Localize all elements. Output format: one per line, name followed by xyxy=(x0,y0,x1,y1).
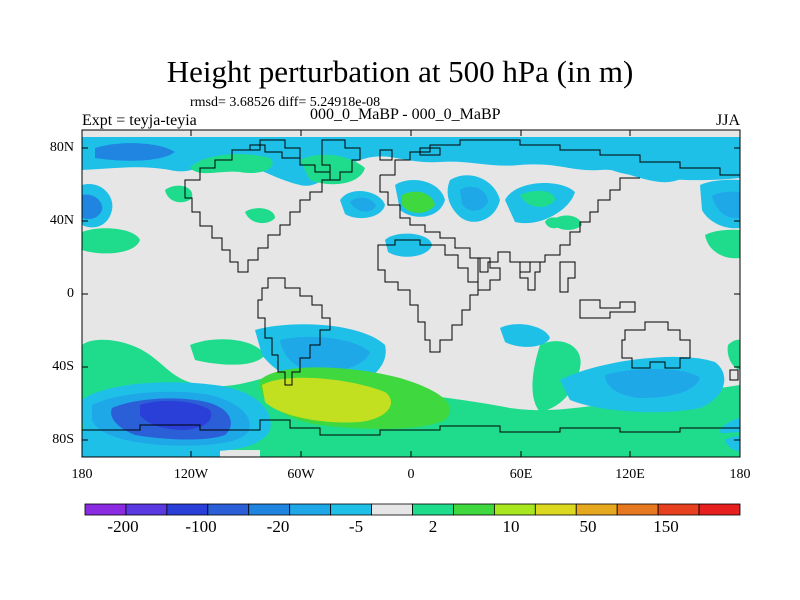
colorbar-label-1: -200 xyxy=(107,517,139,536)
contour-indian-ocean-cyan xyxy=(500,324,550,347)
coastline-south-america xyxy=(257,277,331,386)
lat-label-40N: 40N xyxy=(49,213,74,228)
coastline-arabia-india xyxy=(477,257,541,291)
colorbar-label-6: 10 xyxy=(502,517,520,536)
coastline-australia xyxy=(621,321,691,369)
contour-pacific-blue-west xyxy=(82,194,103,220)
contour-indian-ocean-green xyxy=(532,341,581,412)
colorbar-label-3: -20 xyxy=(266,517,290,536)
contour-pacific-green-central xyxy=(82,228,140,254)
coastline-africa xyxy=(377,239,479,353)
colorbar-swatch xyxy=(125,503,168,516)
colorbar-swatch xyxy=(616,503,659,516)
colorbar-swatch xyxy=(330,503,372,516)
lon-label-120E: 120E xyxy=(615,467,645,482)
contour-canada-green xyxy=(300,154,365,185)
coastline-new-zealand xyxy=(729,369,739,381)
colorbar-swatch xyxy=(371,503,413,516)
contour-patagonia-yellow xyxy=(262,377,392,423)
map-title: Height perturbation at 500 hPa (in m) xyxy=(166,54,634,89)
colorbar-swatch xyxy=(657,503,700,516)
axis-ticks xyxy=(82,130,740,457)
contour-europe-green xyxy=(402,191,435,213)
colorbar-label-7: 50 xyxy=(579,517,597,536)
lon-label-180-left: 180 xyxy=(71,467,93,482)
coastline-southeast-asia xyxy=(559,261,636,319)
contour-field xyxy=(82,130,740,457)
lat-label-0: 0 xyxy=(67,286,74,301)
contour-asia-green xyxy=(520,190,555,207)
stats-label: rmsd= 3.68526 diff= 5.24918e-08 xyxy=(190,95,381,110)
lon-label-60W: 60W xyxy=(287,467,315,482)
colorbar-label-5: 2 xyxy=(428,517,438,536)
contour-india-green xyxy=(545,217,562,229)
colorbar-swatch xyxy=(289,503,332,516)
colorbar-swatch xyxy=(248,503,291,516)
comparison-label: 000_0_MaBP - 000_0_MaBP xyxy=(310,106,501,123)
contour-east-pacific-blue xyxy=(712,191,740,219)
experiment-label: Expt = teyja-teyia xyxy=(82,112,197,129)
contour-south-pacific-blue xyxy=(280,336,370,372)
colorbar-swatch xyxy=(166,503,209,516)
contour-south-pacific-green-west xyxy=(190,339,265,365)
lon-label-180-right: 180 xyxy=(729,467,751,482)
lat-label-80S: 80S xyxy=(52,432,74,447)
colorbar-swatch xyxy=(493,503,536,516)
lat-label-80N: 80N xyxy=(49,140,74,155)
colorbar-swatch xyxy=(698,503,741,516)
coastline-antarctica xyxy=(82,419,740,436)
season-label: JJA xyxy=(716,112,741,129)
lon-label-0: 0 xyxy=(407,467,415,482)
contour-mediterranean-cyan xyxy=(385,233,432,257)
colorbar-swatch xyxy=(534,503,577,516)
colorbar-swatch xyxy=(207,503,250,516)
colorbar-swatch xyxy=(412,503,454,516)
lon-label-120W: 120W xyxy=(173,467,209,482)
colorbar-swatch xyxy=(453,503,495,516)
contour-north-pacific-blue xyxy=(95,143,175,161)
coastlines xyxy=(82,139,740,436)
coastline-greenland xyxy=(321,139,361,181)
colorbar-swatch xyxy=(84,503,127,516)
contour-atlantic-blue xyxy=(350,197,376,212)
colorbar-label-4: -5 xyxy=(348,517,364,536)
coastline-arctic-islands xyxy=(240,139,441,161)
contour-tasman-green xyxy=(727,339,740,370)
colorbar-label-2: -100 xyxy=(185,517,217,536)
contour-australia-blue xyxy=(605,368,700,398)
colorbar-swatch xyxy=(575,503,618,516)
lon-label-60E: 60E xyxy=(509,467,533,482)
contour-central-asia-blue xyxy=(460,186,488,211)
coastline-north-america xyxy=(184,144,331,273)
contour-arctic-cyan xyxy=(82,137,740,186)
colorbar xyxy=(84,503,741,516)
contour-russia-cyan xyxy=(600,154,740,181)
contour-antarctic-cyan xyxy=(82,430,220,457)
contour-antarctic-green xyxy=(260,432,740,457)
contour-southern-deep-blue-west xyxy=(140,400,212,430)
coastline-eurasia xyxy=(379,139,740,273)
contour-pacific-green-east xyxy=(705,229,740,259)
colorbar-label-8: 150 xyxy=(653,517,679,536)
contour-na-green xyxy=(245,208,275,224)
lat-label-40S: 40S xyxy=(52,359,74,374)
